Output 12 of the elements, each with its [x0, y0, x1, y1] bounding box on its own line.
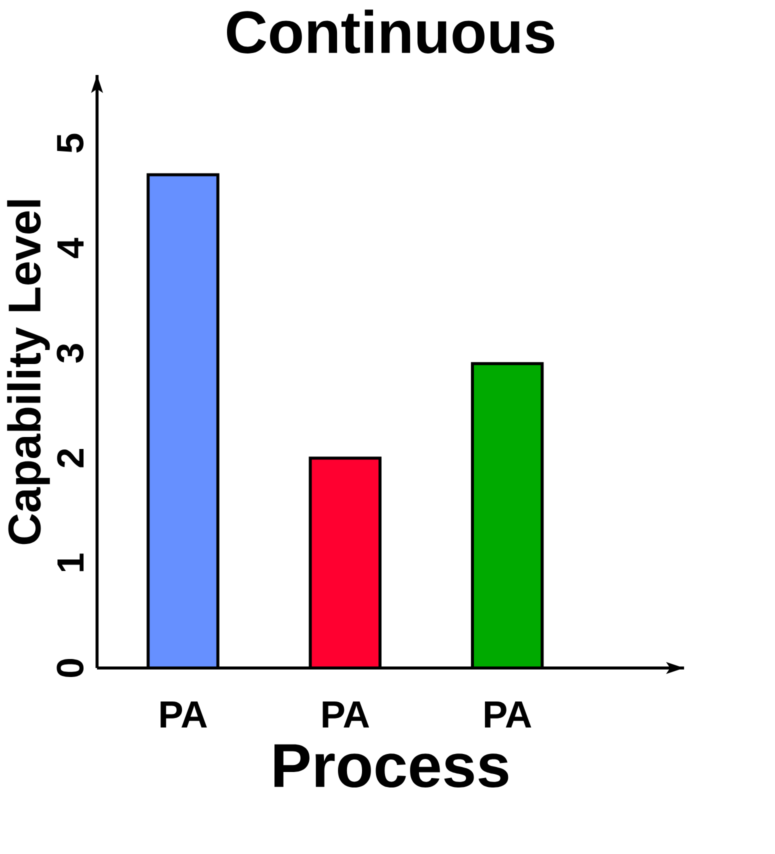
- x-tick-label: PA: [484, 702, 532, 728]
- x-axis-title: Process: [274, 744, 508, 788]
- y-tick-label: 5: [57, 134, 84, 153]
- y-tick-label: 1: [57, 554, 84, 572]
- y-axis-title: Capability Level: [7, 200, 50, 544]
- x-tick-label: PA: [322, 702, 370, 728]
- x-tick-label: PA: [160, 702, 207, 728]
- chart-title: Continuous: [227, 10, 554, 54]
- y-tick-label: 3: [56, 344, 84, 363]
- y-tick-label: 4: [57, 238, 84, 258]
- y-tick-label: 2: [57, 449, 84, 468]
- y-tick-label: 0: [56, 659, 84, 678]
